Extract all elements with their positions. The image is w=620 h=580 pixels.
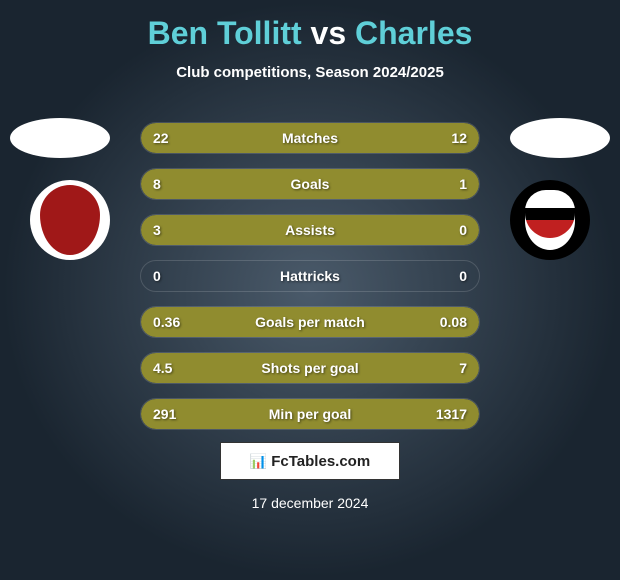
comparison-title: Ben Tollitt vs Charles — [0, 0, 620, 52]
stat-value-right: 0 — [459, 222, 467, 238]
stat-label: Hattricks — [280, 268, 340, 284]
stat-row: 0.36 0.08 Goals per match — [140, 306, 480, 338]
stat-value-left: 22 — [153, 130, 169, 146]
subtitle: Club competitions, Season 2024/2025 — [0, 64, 620, 81]
stat-label: Assists — [285, 222, 335, 238]
player2-name: Charles — [355, 15, 472, 51]
stat-label: Min per goal — [269, 406, 351, 422]
date-text: 17 december 2024 — [252, 495, 369, 511]
team1-badge — [30, 180, 110, 260]
stat-value-left: 4.5 — [153, 360, 172, 376]
vs-text: vs — [311, 15, 347, 51]
stat-label: Matches — [282, 130, 338, 146]
stat-value-right: 12 — [451, 130, 467, 146]
stat-value-left: 3 — [153, 222, 161, 238]
stat-value-left: 8 — [153, 176, 161, 192]
chart-icon: 📊 — [250, 453, 267, 470]
player1-photo — [10, 118, 110, 158]
player2-photo — [510, 118, 610, 158]
stat-label: Shots per goal — [261, 360, 358, 376]
stat-value-left: 0 — [153, 268, 161, 284]
stat-row: 22 12 Matches — [140, 122, 480, 154]
stat-row: 291 1317 Min per goal — [140, 398, 480, 430]
stat-value-right: 1 — [459, 176, 467, 192]
stat-row: 8 1 Goals — [140, 168, 480, 200]
stat-value-right: 0 — [459, 268, 467, 284]
fctables-logo: 📊 FcTables.com — [220, 442, 400, 480]
stat-row: 3 0 Assists — [140, 214, 480, 246]
stat-value-right: 1317 — [436, 406, 467, 422]
team2-badge — [510, 180, 590, 260]
stat-row: 0 0 Hattricks — [140, 260, 480, 292]
stat-value-left: 0.36 — [153, 314, 180, 330]
stat-value-right: 7 — [459, 360, 467, 376]
stat-label: Goals — [291, 176, 330, 192]
stat-label: Goals per match — [255, 314, 365, 330]
logo-text: FcTables.com — [271, 453, 370, 470]
stats-container: 22 12 Matches 8 1 Goals 3 0 Assists 0 0 Hattricks 0.… — [140, 122, 480, 444]
stat-value-left: 291 — [153, 406, 176, 422]
stat-row: 4.5 7 Shots per goal — [140, 352, 480, 384]
stat-value-right: 0.08 — [440, 314, 467, 330]
player1-name: Ben Tollitt — [148, 15, 302, 51]
